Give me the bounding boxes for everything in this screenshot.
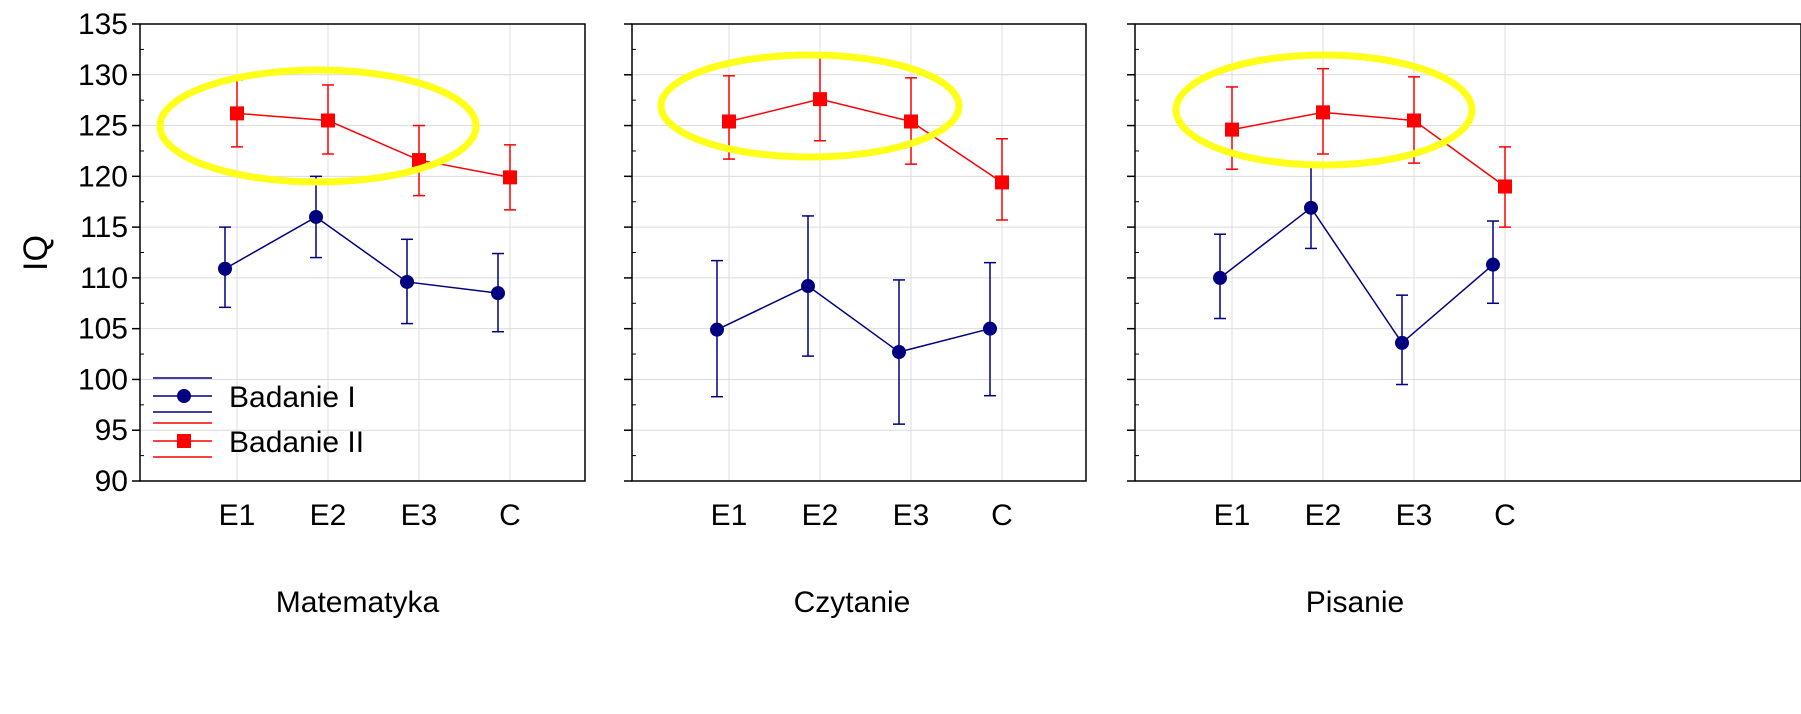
data-point xyxy=(1304,200,1318,215)
y-tick-label: 135 xyxy=(78,8,128,41)
x-tick-label: E2 xyxy=(1305,499,1342,532)
y-tick-label: 90 xyxy=(95,465,128,498)
data-point xyxy=(412,153,426,168)
data-point xyxy=(1213,270,1227,285)
highlight-ellipse xyxy=(1172,51,1476,169)
data-point xyxy=(503,170,517,185)
x-tick-label: E3 xyxy=(1396,499,1433,532)
y-tick-label: 120 xyxy=(78,160,128,193)
x-tick-label: C xyxy=(499,499,521,532)
series-line xyxy=(236,112,511,179)
data-point xyxy=(892,345,906,360)
x-tick-label: C xyxy=(991,499,1013,532)
legend-label: Badanie I xyxy=(229,381,356,414)
x-tick-label: E1 xyxy=(1214,499,1251,532)
y-tick-label: 100 xyxy=(78,363,128,396)
legend-marker xyxy=(177,389,191,403)
series-line xyxy=(716,285,991,353)
x-axis-label: Czytanie xyxy=(794,586,911,619)
series-badanie-ii xyxy=(1225,67,1512,228)
data-point xyxy=(801,279,815,294)
series-badanie-ii xyxy=(230,79,517,211)
chart-panel-3: E1 E2 E3 C Pisanie xyxy=(1127,23,1801,619)
plot-area xyxy=(632,24,1086,481)
x-tick-label: E2 xyxy=(802,499,839,532)
series-badanie-ii xyxy=(722,56,1009,221)
plot-area xyxy=(140,24,585,481)
x-tick-label: C xyxy=(1494,499,1516,532)
data-point xyxy=(1486,257,1500,272)
y-tick-label: 110 xyxy=(80,262,128,295)
series-badanie-i xyxy=(218,175,505,333)
data-point xyxy=(1407,113,1421,128)
data-point xyxy=(983,321,997,336)
series-line xyxy=(728,98,1003,184)
x-tick-label: E3 xyxy=(401,499,438,532)
data-point xyxy=(995,175,1009,190)
series-line xyxy=(1231,111,1506,188)
y-tick-label: 105 xyxy=(78,313,128,346)
x-tick-label: E3 xyxy=(893,499,930,532)
y-tick-label: 115 xyxy=(80,211,128,244)
chart-panel-2: E1 E2 E3 C Czytanie xyxy=(624,23,1087,619)
data-point xyxy=(321,113,335,128)
series-line xyxy=(1219,206,1494,345)
data-point xyxy=(1225,122,1239,137)
legend-marker xyxy=(177,434,191,448)
y-tick-label: 125 xyxy=(78,110,128,143)
series-line xyxy=(224,216,499,294)
data-point xyxy=(491,286,505,301)
highlight-ellipse xyxy=(657,51,963,161)
data-point xyxy=(722,114,736,129)
y-tick-label: 130 xyxy=(78,59,128,92)
data-point xyxy=(1316,105,1330,120)
series-badanie-i xyxy=(1213,165,1500,386)
data-point xyxy=(218,261,232,276)
y-tick-label: 95 xyxy=(95,414,128,447)
legend: Badanie I Badanie II xyxy=(153,377,364,459)
chart-panel-1: 90 95 100 105 110 115 120 125 130 135 IQ E1 E2 E3 C Mat… xyxy=(17,8,586,619)
x-tick-label: E1 xyxy=(219,499,256,532)
data-point xyxy=(1395,335,1409,350)
x-tick-label: E1 xyxy=(711,499,748,532)
data-point xyxy=(904,114,918,129)
y-axis-label: IQ xyxy=(17,235,55,271)
x-tick-label: E2 xyxy=(310,499,347,532)
data-point xyxy=(813,92,827,107)
data-point xyxy=(1498,179,1512,194)
series-badanie-i xyxy=(710,215,997,425)
data-point xyxy=(710,322,724,337)
data-point xyxy=(309,209,323,224)
data-point xyxy=(230,106,244,121)
highlight-ellipse xyxy=(156,66,480,186)
x-axis-label: Matematyka xyxy=(276,586,440,619)
data-point xyxy=(400,274,414,289)
x-axis-label: Pisanie xyxy=(1306,586,1404,619)
legend-label: Badanie II xyxy=(229,426,364,459)
